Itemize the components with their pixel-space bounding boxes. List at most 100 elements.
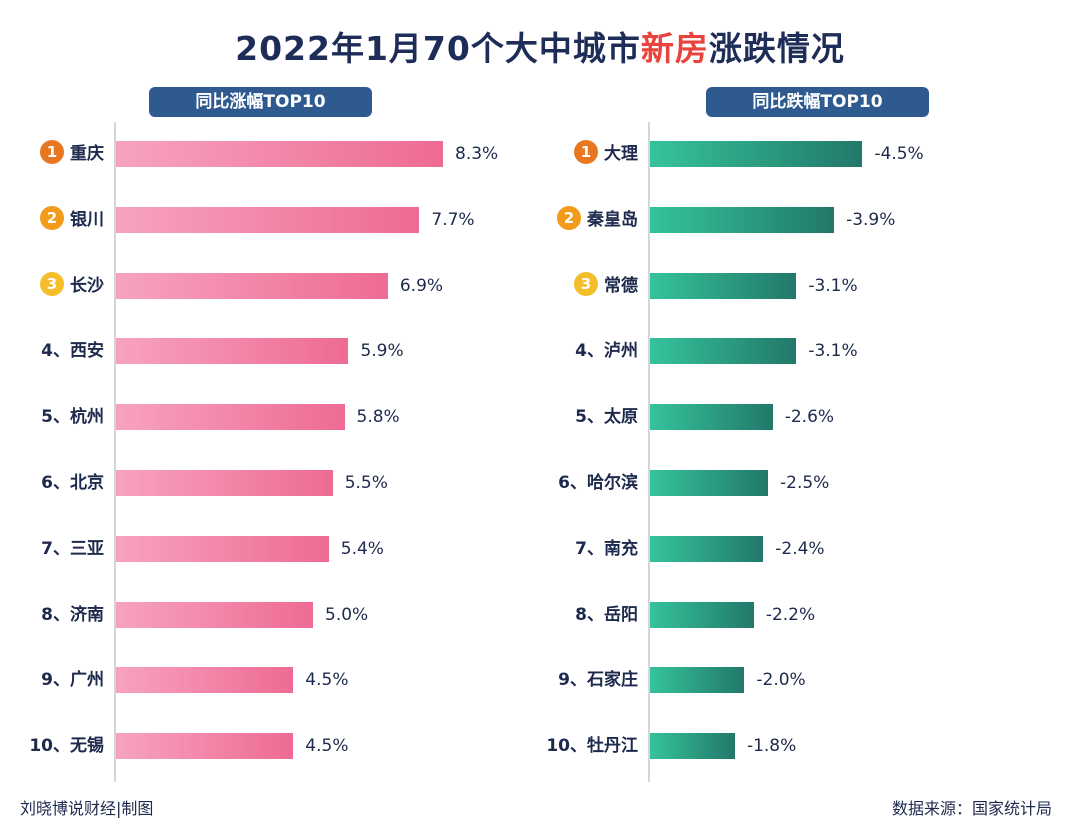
- rise-value-label: 4.5%: [305, 736, 349, 757]
- fall-value-label: -2.0%: [756, 670, 806, 691]
- city-name: 牡丹江: [587, 736, 638, 757]
- rise-value-label: 8.3%: [455, 144, 499, 164]
- city-name: 济南: [70, 604, 104, 625]
- city-name: 哈尔滨: [587, 473, 638, 493]
- fall-value-label: -4.5%: [874, 144, 924, 164]
- fall-value-label: -3.9%: [846, 209, 896, 230]
- fall-bar: [650, 733, 735, 760]
- fall-row-label: 1 大理: [574, 136, 638, 172]
- rank-badge: 2: [40, 205, 64, 230]
- right-panel-header: 同比跌幅TOP10: [706, 87, 929, 117]
- rank-number: 4、: [41, 341, 70, 362]
- city-name: 常德: [604, 275, 638, 296]
- rise-value-label: 5.9%: [360, 341, 404, 362]
- rank-number: 5、: [41, 407, 70, 428]
- city-name: 太原: [604, 407, 638, 428]
- rise-bar: [116, 272, 388, 299]
- city-name: 石家庄: [587, 670, 638, 691]
- fall-bar: [650, 535, 764, 562]
- city-name: 西安: [70, 341, 104, 362]
- footer-credit: 刘晓博说财经|制图: [20, 799, 154, 818]
- rank-badge: 1: [40, 140, 64, 164]
- rank-number: 7、: [41, 538, 70, 559]
- rise-row-label: 6、北京: [41, 465, 104, 501]
- city-name: 长沙: [70, 275, 104, 296]
- city-name: 泸州: [604, 341, 638, 362]
- city-name: 南充: [604, 538, 638, 559]
- fall-value-label: -2.4%: [775, 538, 825, 559]
- fall-bar: [650, 404, 773, 431]
- rank-number: 9、: [41, 670, 70, 691]
- city-name: 无锡: [70, 736, 104, 757]
- fall-value-label: -3.1%: [808, 341, 858, 362]
- rank-number: 5、: [575, 407, 604, 428]
- title-highlight: 新房: [640, 29, 709, 68]
- rise-row-label: 9、广州: [41, 662, 104, 698]
- rise-value-label: 5.5%: [344, 473, 388, 493]
- fall-bar: [650, 667, 745, 694]
- rank-number: 6、: [41, 473, 70, 493]
- fall-value-label: -2.6%: [784, 407, 835, 428]
- fall-value-label: -3.1%: [808, 275, 858, 296]
- rise-row-label: 2 银川: [40, 202, 104, 238]
- footer-source: 数据来源：国家统计局: [891, 799, 1052, 818]
- rise-bar: [116, 141, 444, 167]
- rise-value-label: 4.5%: [305, 670, 349, 691]
- rise-bar: [116, 535, 329, 562]
- city-name: 银川: [70, 209, 104, 230]
- rise-row-label: 5、杭州: [41, 399, 104, 435]
- city-name: 岳阳: [604, 604, 638, 625]
- city-name: 三亚: [70, 538, 104, 559]
- city-name: 秦皇岛: [587, 209, 638, 230]
- fall-row-label: 10、牡丹江: [546, 728, 638, 764]
- rank-number: 7、: [575, 538, 604, 559]
- fall-bar: [650, 272, 797, 299]
- fall-row-label: 5、太原: [575, 399, 638, 435]
- fall-row-label: 2 秦皇岛: [557, 202, 638, 238]
- left-panel-header: 同比涨幅TOP10: [149, 87, 372, 117]
- rise-row-label: 8、济南: [41, 597, 104, 633]
- fall-row-label: 8、岳阳: [575, 597, 638, 633]
- rise-bar: [116, 470, 333, 496]
- rank-number: 8、: [41, 604, 70, 625]
- right-axis-line: [648, 122, 650, 782]
- rise-value-label: 6.9%: [399, 275, 444, 296]
- rank-badge: 3: [40, 271, 64, 296]
- rise-row-label: 10、无锡: [29, 728, 104, 764]
- fall-row-label: 7、南充: [575, 531, 638, 567]
- rise-value-label: 7.7%: [431, 209, 475, 230]
- rank-badge: 1: [574, 140, 598, 164]
- rank-badge: 3: [574, 271, 598, 296]
- fall-value-label: -2.5%: [780, 473, 830, 493]
- title-prefix: 2022年1月70个大中城市: [235, 29, 641, 68]
- rank-number: 4、: [575, 341, 604, 362]
- rise-row-label: 3 长沙: [40, 268, 104, 304]
- rise-bar: [116, 206, 420, 233]
- rise-value-label: 5.0%: [325, 604, 369, 625]
- fall-value-label: -2.2%: [765, 604, 816, 625]
- chart-title: 2022年1月70个大中城市新房涨跌情况: [0, 22, 1080, 70]
- rank-number: 10、: [546, 736, 587, 757]
- fall-row-label: 4、泸州: [575, 333, 638, 369]
- rise-row-label: 7、三亚: [41, 531, 104, 567]
- city-name: 北京: [70, 473, 104, 493]
- rise-bar: [116, 338, 349, 365]
- city-name: 重庆: [70, 144, 104, 164]
- city-name: 杭州: [70, 407, 104, 428]
- rise-bar: [116, 733, 294, 760]
- rank-number: 6、: [558, 473, 587, 493]
- city-name: 大理: [604, 144, 638, 164]
- fall-row-label: 3 常德: [574, 268, 638, 304]
- rank-number: 8、: [575, 604, 604, 625]
- rise-bar: [116, 601, 313, 628]
- fall-row-label: 6、哈尔滨: [558, 465, 638, 501]
- fall-value-label: -1.8%: [746, 736, 797, 757]
- fall-bar: [650, 470, 768, 496]
- left-axis-line: [114, 122, 116, 782]
- rise-value-label: 5.8%: [356, 407, 400, 428]
- city-name: 广州: [70, 670, 104, 691]
- rise-row-label: 4、西安: [41, 333, 104, 369]
- fall-bar: [650, 141, 863, 167]
- fall-bar: [650, 601, 754, 628]
- rank-number: 9、: [558, 670, 587, 691]
